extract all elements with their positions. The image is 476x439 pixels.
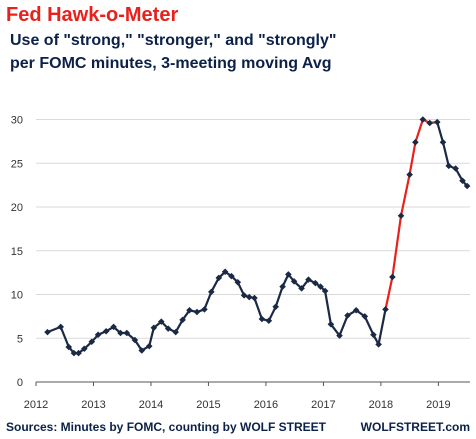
y-tick-label: 25	[11, 158, 23, 170]
data-point	[145, 342, 153, 350]
x-tick-label: 2018	[369, 399, 393, 411]
series-line	[384, 118, 438, 310]
data-point	[234, 278, 242, 286]
x-tick-label: 2016	[254, 399, 278, 411]
data-point	[164, 325, 172, 332]
data-point	[412, 138, 419, 146]
data-point	[57, 323, 65, 331]
source-note: Sources: Minutes by FOMC, counting by WO…	[6, 420, 327, 434]
data-point	[459, 177, 466, 185]
data-point	[361, 313, 369, 320]
data-point	[117, 329, 124, 337]
data-point	[397, 212, 405, 220]
data-point	[201, 306, 208, 313]
data-point	[279, 283, 286, 290]
data-point	[94, 331, 102, 339]
data-point	[305, 276, 312, 283]
chart-title: Fed Hawk-o-Meter	[6, 4, 179, 26]
data-point	[215, 274, 223, 282]
data-point	[272, 303, 280, 311]
data-point	[75, 349, 82, 357]
watermark-text: WOLFSTREET.com	[360, 420, 470, 434]
y-tick-label: 30	[11, 115, 23, 127]
data-point	[312, 279, 319, 287]
axes: 0 5 10 15 20 25 30 2012 2013 2014 2015 2016 2017 2018…	[11, 115, 470, 411]
data-point	[290, 278, 298, 285]
data-point	[445, 162, 453, 170]
x-tick-label: 2019	[426, 399, 450, 411]
data-point	[240, 292, 248, 299]
data-point	[406, 171, 413, 178]
data-point	[150, 324, 158, 332]
data-point	[251, 294, 258, 302]
data-point	[102, 327, 110, 335]
data-point	[298, 285, 305, 292]
data-point	[123, 329, 131, 337]
data-point	[336, 332, 343, 339]
data-point	[370, 331, 377, 339]
data-point	[375, 341, 382, 348]
data-point	[179, 316, 186, 324]
y-tick-label: 5	[17, 333, 23, 345]
data-point	[131, 336, 139, 344]
data-point	[65, 343, 73, 351]
data-point	[186, 306, 193, 314]
data-point	[70, 349, 78, 357]
x-tick-label: 2015	[196, 399, 220, 411]
chart-subtitle-line-1: Use of "strong," "stronger," and "strong…	[10, 32, 337, 49]
data-point	[285, 271, 292, 278]
data-point	[419, 116, 427, 123]
data-markers	[44, 116, 471, 357]
x-tick-label: 2013	[81, 399, 105, 411]
data-point	[352, 306, 360, 314]
y-tick-label: 15	[11, 246, 23, 258]
data-point	[463, 182, 471, 190]
data-point	[439, 138, 447, 146]
data-point	[327, 320, 335, 328]
x-tick-label: 2014	[139, 399, 163, 411]
data-point	[245, 293, 253, 301]
x-tick-label: 2017	[311, 399, 335, 411]
series-lines	[47, 118, 468, 355]
data-point	[433, 118, 441, 126]
chart-subtitle-line-2: per FOMC minutes, 3-meeting moving Avg	[10, 55, 332, 72]
data-point	[389, 273, 396, 281]
data-point	[321, 287, 329, 295]
data-point	[382, 306, 389, 313]
data-point	[265, 317, 273, 325]
data-point	[110, 323, 117, 331]
data-point	[172, 328, 179, 336]
data-point	[138, 347, 146, 354]
data-point	[208, 288, 215, 296]
series-line	[436, 121, 468, 187]
data-point	[317, 283, 324, 290]
data-point	[80, 345, 88, 353]
data-point	[228, 272, 235, 280]
x-tick-label: 2012	[24, 399, 48, 411]
y-tick-label: 0	[17, 377, 23, 389]
data-point	[158, 318, 165, 325]
data-point	[221, 268, 229, 276]
gridlines	[36, 119, 470, 339]
series-line	[47, 270, 387, 355]
data-point	[88, 338, 96, 346]
data-point	[193, 308, 201, 316]
data-point	[258, 315, 266, 323]
data-point	[344, 312, 351, 319]
data-point	[426, 119, 434, 127]
data-point	[44, 328, 51, 336]
data-point	[452, 165, 459, 172]
y-tick-label: 20	[11, 202, 23, 214]
y-tick-label: 10	[11, 290, 23, 302]
